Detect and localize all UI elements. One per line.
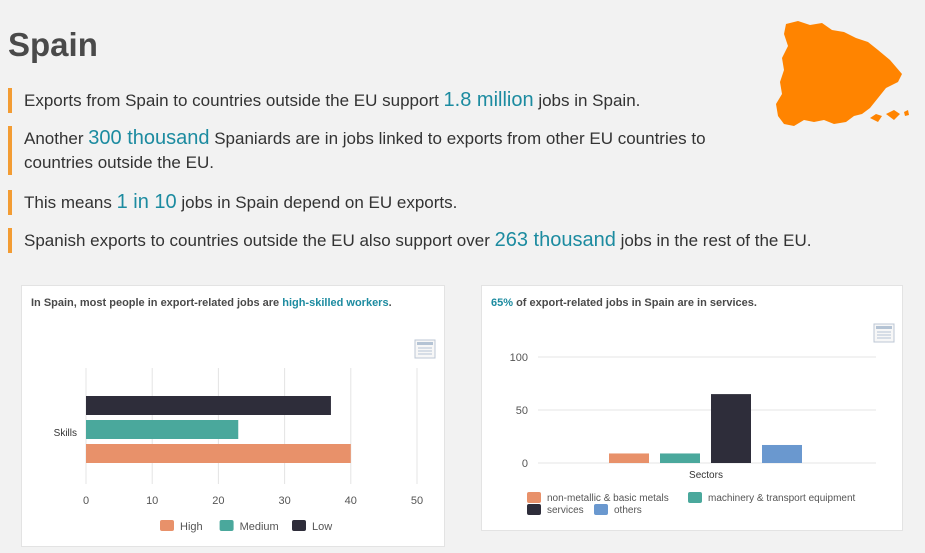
x-tick-label: 50 (411, 495, 423, 507)
legend-swatch (527, 492, 541, 503)
fact-highlight: 1 in 10 (116, 191, 177, 213)
fact-text: Spaniards are in jobs linked to exports … (24, 129, 706, 172)
bar-others (762, 444, 802, 463)
fact-item: Another 300 thousand Spaniards are in jo… (8, 126, 728, 175)
fact-item: This means 1 in 10 jobs in Spain depend … (8, 190, 457, 215)
bar-medium (86, 420, 239, 439)
legend-label: machinery & transport equipment (708, 493, 856, 504)
legend-label: Low (312, 521, 332, 533)
page-title: Spain (8, 26, 98, 63)
fact-item: Exports from Spain to countries outside … (8, 88, 640, 113)
bar-machinery-transport-equipment (660, 453, 700, 463)
y-category-label: Skills (54, 428, 77, 439)
x-tick-label: 40 (345, 495, 357, 507)
x-category-label: Sectors (689, 470, 723, 481)
y-tick-label: 50 (516, 405, 528, 417)
fact-highlight: 1.8 million (443, 89, 534, 111)
bar-services (711, 394, 751, 463)
y-tick-label: 0 (522, 458, 528, 470)
bar-high (86, 444, 351, 463)
chart-title-text: of export-related jobs in Spain are in s… (513, 297, 757, 309)
fact-highlight: 300 thousand (88, 127, 210, 149)
fact-highlight: 263 thousand (494, 229, 616, 251)
skills-chart-card: In Spain, most people in export-related … (21, 285, 445, 547)
chart-title-accent: 65% (491, 297, 514, 309)
fact-text: Another (24, 129, 89, 148)
chart-title: In Spain, most people in export-related … (31, 295, 401, 311)
legend-swatch (527, 504, 541, 515)
y-tick-label: 100 (510, 352, 528, 364)
legend-swatch (594, 504, 608, 515)
fact-text: jobs in Spain depend on EU exports. (176, 193, 458, 212)
legend-label: non-metallic & basic metals (547, 493, 669, 504)
legend-swatch (688, 492, 702, 503)
chart-menu-icon[interactable] (414, 339, 436, 359)
legend-swatch (160, 520, 174, 531)
x-tick-label: 30 (278, 495, 290, 507)
x-tick-label: 0 (83, 495, 89, 507)
bar-low (86, 396, 331, 415)
bar-non-metallic-basic-metals (609, 453, 649, 463)
sectors-chart-card: 65% of export-related jobs in Spain are … (481, 285, 903, 531)
chart-title-text: In Spain, most people in export-related … (31, 297, 283, 309)
spain-map-icon (776, 21, 909, 126)
legend-label: High (180, 521, 203, 533)
fact-text: This means (24, 193, 117, 212)
fact-item: Spanish exports to countries outside the… (8, 228, 811, 253)
chart-menu-icon[interactable] (873, 323, 895, 343)
legend-label: others (614, 505, 642, 516)
sectors-chart: 0 50 100 Sectors non-metallic & basic metals… (510, 352, 876, 516)
chart-title: 65% of export-related jobs in Spain are … (491, 295, 861, 311)
fact-text: jobs in Spain. (533, 91, 641, 110)
fact-text: Spanish exports to countries outside the… (24, 231, 495, 250)
x-tick-label: 10 (146, 495, 158, 507)
skills-chart: 0 10 20 30 40 50 Skills High Medium Low (54, 368, 423, 533)
fact-text: Exports from Spain to countries outside … (24, 91, 444, 110)
fact-text: jobs in the rest of the EU. (615, 231, 812, 250)
chart-title-accent: high-skilled workers (282, 297, 389, 309)
legend-swatch (292, 520, 306, 531)
legend-label: Medium (240, 521, 279, 533)
x-tick-label: 20 (212, 495, 224, 507)
legend-swatch (219, 520, 234, 531)
legend-label: services (547, 505, 584, 516)
chart-title-text: . (388, 297, 392, 309)
